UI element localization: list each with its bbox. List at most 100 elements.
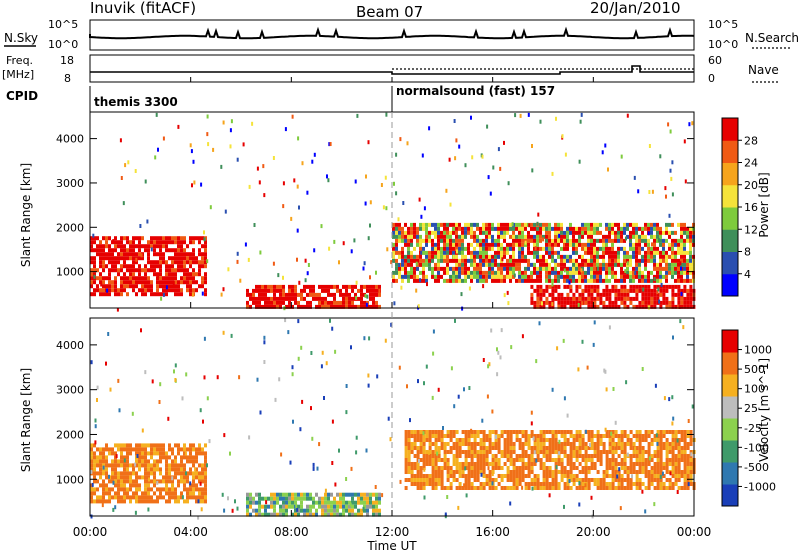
vel-data-cell-848: [449, 434, 453, 438]
vel-data-speck-162: [548, 493, 551, 498]
vel-data-cell-448: [246, 500, 249, 505]
power-data-cell-2097: [680, 288, 684, 293]
vel-data-speck-246: [96, 385, 99, 390]
power-data-cell-185: [138, 244, 141, 249]
power-data-cell-1816: [683, 242, 686, 247]
power-data-cell-1716: [656, 262, 659, 267]
vel-data-cell-1248: [551, 482, 555, 486]
power-data-cell-1976: [605, 288, 609, 293]
power-data-cell-910: [455, 262, 458, 267]
power-data-cell-1722: [659, 230, 662, 235]
vel-data-cell-449: [246, 504, 249, 509]
vel-data-cell-215: [144, 471, 147, 476]
vel-data-cell-675: [404, 470, 408, 474]
power-data-speck-33: [482, 284, 485, 289]
power-data-cell-1055: [491, 242, 494, 247]
vel-data-speck-223: [230, 333, 233, 338]
vel-data-cell-1439: [602, 486, 606, 490]
power-data-cell-738: [413, 234, 416, 239]
vel-data-cell-1417: [596, 470, 600, 474]
vel-data-speck-115: [491, 409, 494, 414]
vel-data-cell-456: [249, 512, 252, 517]
power-data-cell-617: [360, 288, 363, 293]
vel-data-cell-1520: [623, 458, 627, 462]
power-data-cell-1139: [512, 230, 515, 235]
power-data-cell-1276: [545, 262, 548, 267]
power-data-cell-960: [467, 266, 470, 271]
vel-data-cell-544: [306, 508, 309, 513]
power-data-cell-201: [141, 280, 144, 285]
vel-data-cell-278: [159, 491, 162, 496]
power-data-speck-158: [157, 274, 160, 279]
vel-data-cell-479: [267, 512, 270, 517]
vel-data-cell-655: [375, 496, 378, 501]
vel-data-cell-563: [321, 500, 324, 505]
vel-data-cell-966: [479, 442, 483, 446]
vel-data-speck-154: [586, 365, 589, 370]
power-data-cell-78: [108, 288, 111, 293]
vel-data-cell-1572: [638, 438, 642, 442]
vel-data-cell-1254: [554, 446, 558, 450]
vel-data-speck-120: [533, 450, 536, 455]
vel-data-cell-1148: [527, 454, 531, 458]
vel-data-cell-1208: [542, 466, 546, 470]
vel-data-cell-46: [102, 451, 105, 456]
vel-data-cell-19: [93, 471, 96, 476]
power-data-cell-1581: [623, 226, 626, 231]
vel-data-cell-1713: [674, 434, 678, 438]
vel-data-cell-277: [159, 487, 162, 492]
vel-data-cell-1426: [599, 458, 603, 462]
power-data-cell-400: [192, 280, 195, 285]
power-data-cell-815: [434, 234, 437, 239]
power-data-speck-238: [581, 301, 584, 306]
vel-data-cell-571: [324, 508, 327, 513]
power-data-cell-236: [153, 236, 156, 241]
power-data-cell-1697: [653, 226, 656, 231]
date-title: 20/Jan/2010: [590, 0, 681, 17]
power-data-cell-100: [114, 284, 117, 289]
power-data-cell-670: [395, 258, 398, 263]
power-data-cell-1085: [497, 270, 500, 275]
vel-data-cell-28: [96, 463, 99, 468]
vel-data-cell-1485: [614, 466, 618, 470]
vel-data-cell-703: [413, 438, 417, 442]
power-data-cell-555: [318, 304, 321, 309]
vel-data-cell-372: [186, 487, 189, 492]
vel-data-speck-101: [653, 502, 656, 507]
power-data-cell-1057: [491, 254, 494, 259]
vel-data-cell-1521: [623, 462, 627, 466]
power-data-cell-829: [437, 242, 440, 247]
power-data-cell-1792: [677, 262, 680, 267]
power-data-cell-1625: [632, 278, 635, 283]
power-data-cell-854: [443, 242, 446, 247]
vel-data-speck-54: [221, 492, 224, 497]
power-data-cell-664: [395, 230, 398, 235]
power-data-cell-1810: [680, 274, 683, 279]
power-data-speck-97: [193, 180, 196, 185]
power-data-cell-1071: [494, 270, 497, 275]
x-tick-label-4: 16:00: [475, 525, 510, 539]
vel-data-cell-967: [479, 446, 483, 450]
power-data-cell-717: [407, 258, 410, 263]
power-data-cell-151: [129, 252, 132, 257]
power-data-cell-648: [378, 292, 381, 297]
power-data-cell-1341: [560, 274, 563, 279]
vel-data-cell-1122: [521, 434, 525, 438]
vel-data-cell-708: [413, 466, 417, 470]
power-data-speck-14: [395, 152, 398, 157]
vel-data-cell-729: [419, 442, 423, 446]
vel-data-cell-1064: [506, 442, 510, 446]
vel-data-cell-58: [105, 443, 108, 448]
vel-data-speck-18: [499, 355, 502, 360]
power-data-speck-113: [353, 238, 356, 243]
vel-data-speck-10: [263, 335, 266, 340]
power-data-cell-1310: [554, 242, 557, 247]
vel-data-cell-1614: [647, 478, 651, 482]
power-data-cell-2075: [665, 288, 669, 293]
power-data-cell-2057: [653, 296, 657, 301]
power-data-cell-773: [422, 250, 425, 255]
vel-data-cell-177: [135, 463, 138, 468]
power-data-cell-1535: [611, 222, 614, 227]
power-data-cell-139: [126, 248, 129, 253]
power-data-cell-1365: [569, 222, 572, 227]
